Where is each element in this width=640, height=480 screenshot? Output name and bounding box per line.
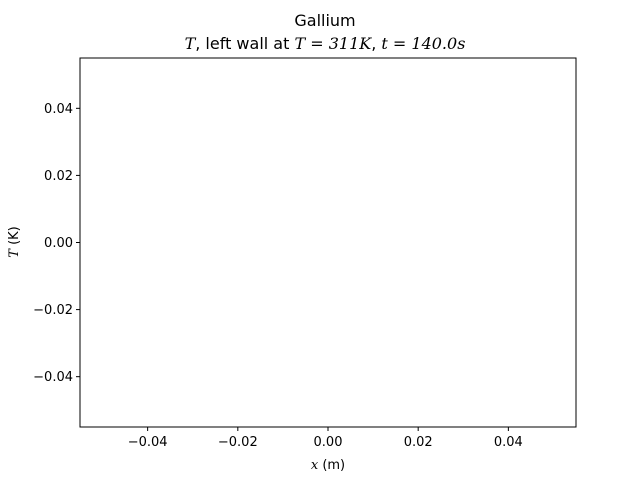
y-tick-label: −0.02 xyxy=(33,303,73,318)
subtitle-text: , left wall at xyxy=(195,34,294,53)
subtitle-time: t = 140.0s xyxy=(381,34,465,53)
subtitle-separator: , xyxy=(371,34,381,53)
y-tick-label: 0.02 xyxy=(44,169,73,184)
y-tick-label: −0.04 xyxy=(33,370,73,385)
x-tick-label: −0.04 xyxy=(128,435,168,450)
x-tick-label: −0.02 xyxy=(218,435,258,450)
x-axis-label: x (m) xyxy=(311,458,345,473)
subtitle-wall-temperature: T = 311K xyxy=(294,34,372,53)
chart-title: Gallium xyxy=(294,11,355,30)
x-axis-ticks: −0.04 −0.02 0.00 0.02 0.04 xyxy=(128,427,523,450)
y-axis-variable: T xyxy=(7,248,22,258)
y-tick-label: 0.04 xyxy=(44,102,73,117)
x-tick-label: 0.02 xyxy=(404,435,433,450)
plot-frame xyxy=(79,57,577,428)
y-axis-label: T (K) xyxy=(7,226,22,257)
x-tick-label: 0.04 xyxy=(494,435,523,450)
plot-background xyxy=(80,58,576,427)
x-axis-variable: x xyxy=(311,458,319,473)
y-axis-ticks: −0.04 −0.02 0.00 0.02 0.04 xyxy=(33,102,80,385)
plot-area xyxy=(80,58,576,427)
x-tick-label: 0.00 xyxy=(314,435,343,450)
chart-subtitle: T, left wall at T = 311K, t = 140.0s xyxy=(185,34,466,53)
subtitle-variable: T xyxy=(185,34,197,53)
y-axis-unit: (K) xyxy=(7,226,22,249)
y-tick-label: 0.00 xyxy=(44,236,73,251)
x-axis-unit: (m) xyxy=(318,458,345,473)
